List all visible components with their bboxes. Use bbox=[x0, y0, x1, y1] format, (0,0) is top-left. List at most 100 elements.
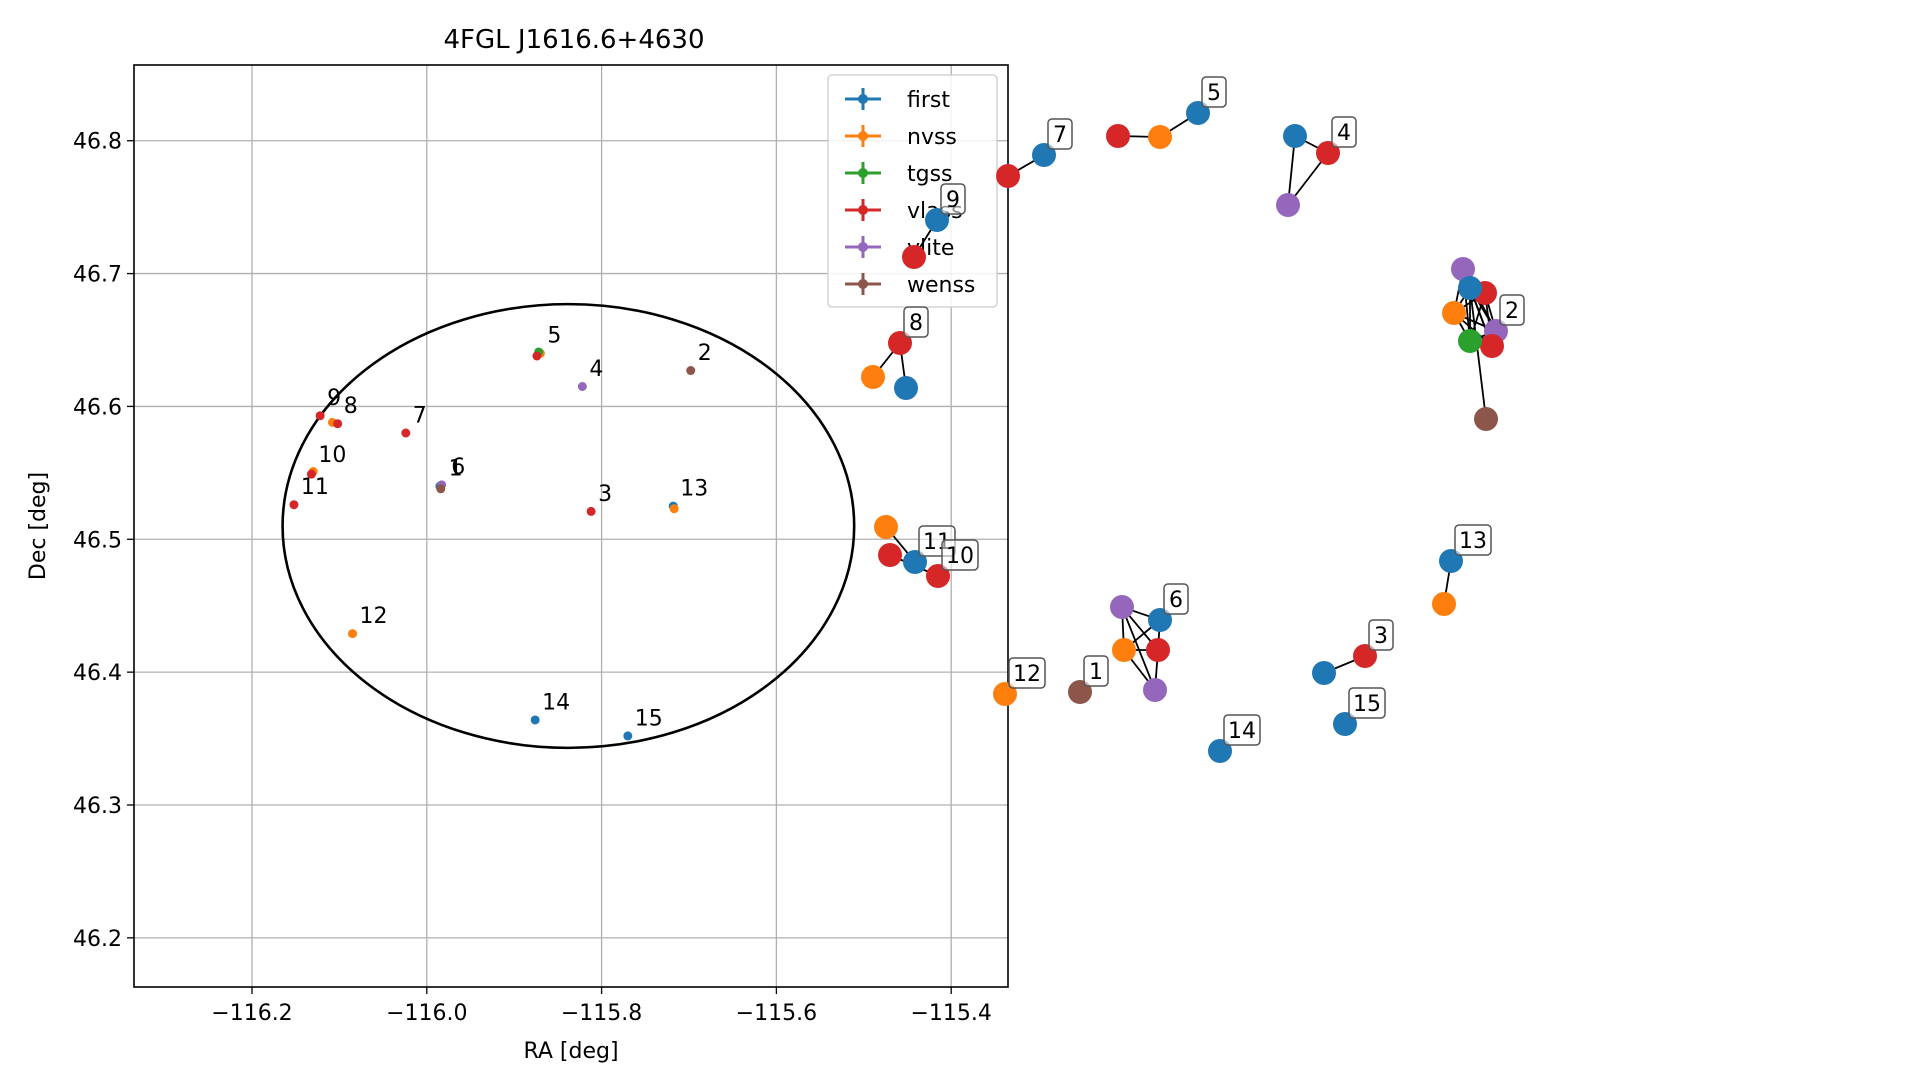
label-box bbox=[1331, 116, 1357, 148]
graph-node-label-13: 13 bbox=[1454, 524, 1492, 556]
point-annotation-2: 2 bbox=[698, 341, 712, 366]
plot-title: 4FGL J1616.6+4630 bbox=[444, 25, 705, 55]
graph-node bbox=[861, 365, 885, 389]
label-text: 14 bbox=[1228, 719, 1256, 744]
graph-node bbox=[874, 515, 898, 539]
label-box bbox=[1008, 657, 1046, 689]
graph-node-label-15: 15 bbox=[1348, 687, 1386, 719]
label-box bbox=[903, 306, 929, 338]
sky-scatter-plot: 4FGL J1616.6+4630 −116.2 −116.0 −115.8 −115… bbox=[26, 25, 1009, 1064]
data-point-vlass bbox=[315, 411, 325, 421]
data-point-wenss bbox=[436, 484, 446, 494]
graph-edge bbox=[1121, 606, 1156, 691]
legend-dot-vlass bbox=[858, 205, 868, 215]
legend-dot-tgss bbox=[858, 168, 868, 178]
point-annotations: 5 4 2 9 8 7 16 10 11 3 13 12 14 15 bbox=[301, 324, 712, 732]
data-point-vlass bbox=[289, 500, 299, 510]
point-annotation-12: 12 bbox=[359, 604, 387, 629]
data-point-vlass bbox=[306, 469, 316, 479]
label-text: 10 bbox=[946, 544, 974, 569]
y-tick-label: 46.6 bbox=[73, 395, 122, 420]
graph-node-label-6: 6 bbox=[1163, 583, 1189, 615]
y-tick-label: 46.3 bbox=[73, 794, 122, 819]
label-text: 7 bbox=[1053, 123, 1067, 148]
label-box bbox=[1454, 524, 1492, 556]
graph-node bbox=[1283, 124, 1307, 148]
legend-dot-wenss bbox=[858, 279, 868, 289]
x-axis-label: RA [deg] bbox=[523, 1039, 618, 1064]
point-annotation-3: 3 bbox=[598, 482, 612, 507]
x-tick-label: −116.2 bbox=[211, 1001, 292, 1026]
label-box bbox=[1201, 76, 1227, 108]
graph-node-label-4: 4 bbox=[1331, 116, 1357, 148]
legend-items: firstnvsstgssvlassvlitewenss bbox=[845, 88, 975, 298]
data-point-nvss bbox=[348, 629, 357, 639]
y-tick-label: 46.4 bbox=[73, 661, 122, 686]
graph-node bbox=[894, 376, 918, 400]
graph-node-label-7: 7 bbox=[1047, 118, 1073, 150]
graph-node bbox=[1458, 329, 1482, 353]
data-point-vlass bbox=[333, 419, 343, 429]
graph-node-label-5: 5 bbox=[1201, 76, 1227, 108]
point-annotation-7: 7 bbox=[413, 403, 427, 428]
label-box bbox=[941, 539, 979, 571]
axes-frame bbox=[133, 64, 1009, 988]
graph-node bbox=[1432, 592, 1456, 616]
data-point-first bbox=[530, 715, 540, 725]
point-annotation-1: 1 bbox=[449, 457, 463, 482]
legend-label-first: first bbox=[907, 88, 950, 113]
graph-node bbox=[902, 245, 926, 269]
data-points bbox=[289, 347, 696, 741]
error-ellipse bbox=[281, 302, 856, 750]
data-point-wenss bbox=[686, 366, 696, 376]
point-annotation-5: 5 bbox=[547, 324, 561, 349]
legend: firstnvsstgssvlassvlitewenss bbox=[827, 74, 998, 308]
graph-node bbox=[1442, 301, 1466, 325]
label-box bbox=[1368, 619, 1394, 651]
data-point-vlass bbox=[586, 506, 596, 516]
label-text: 8 bbox=[909, 311, 923, 336]
label-text: 9 bbox=[946, 188, 960, 213]
y-tick-label: 46.7 bbox=[73, 263, 122, 288]
label-text: 1 bbox=[1089, 660, 1103, 685]
legend-dot-vlite bbox=[858, 242, 868, 252]
point-annotation-9: 9 bbox=[327, 386, 341, 411]
label-text: 15 bbox=[1353, 692, 1381, 717]
legend-label-tgss: tgss bbox=[907, 162, 953, 187]
point-annotation-6: 6 bbox=[451, 455, 465, 480]
data-point-first bbox=[623, 731, 633, 741]
graph-node bbox=[1276, 193, 1300, 217]
label-text: 3 bbox=[1374, 624, 1388, 649]
x-tick-label: −115.6 bbox=[736, 1001, 817, 1026]
point-annotation-8: 8 bbox=[344, 394, 358, 419]
graph-node-label-8: 8 bbox=[903, 306, 929, 338]
graph-node bbox=[996, 164, 1020, 188]
graph-node-label-10: 10 bbox=[941, 539, 979, 571]
graph-node-label-2: 2 bbox=[1499, 294, 1525, 326]
point-annotation-10: 10 bbox=[318, 443, 346, 468]
label-box bbox=[1083, 655, 1109, 687]
y-tick-label: 46.2 bbox=[73, 927, 122, 952]
y-tick-label: 46.5 bbox=[73, 528, 122, 553]
graph-node-label-14: 14 bbox=[1223, 714, 1261, 746]
label-text: 6 bbox=[1169, 588, 1183, 613]
axis-ticks: −116.2 −116.0 −115.8 −115.6 −115.446.246.346… bbox=[73, 130, 992, 1026]
legend-dot-nvss bbox=[858, 131, 868, 141]
association-ellipse bbox=[281, 302, 856, 750]
graph-node bbox=[1148, 125, 1172, 149]
graph-node bbox=[1312, 661, 1336, 685]
data-point-vlass bbox=[532, 351, 542, 361]
label-text: 5 bbox=[1207, 81, 1221, 106]
data-point-vlass bbox=[401, 428, 411, 438]
graph-node bbox=[1146, 638, 1170, 662]
y-tick-label: 46.8 bbox=[73, 130, 122, 155]
point-annotation-4: 4 bbox=[589, 357, 603, 382]
graph-node bbox=[1112, 638, 1136, 662]
graph-node bbox=[1143, 678, 1167, 702]
point-annotation-13: 13 bbox=[680, 476, 708, 501]
data-point-vlite bbox=[577, 382, 587, 392]
label-box bbox=[1163, 583, 1189, 615]
point-annotation-14: 14 bbox=[542, 690, 570, 715]
